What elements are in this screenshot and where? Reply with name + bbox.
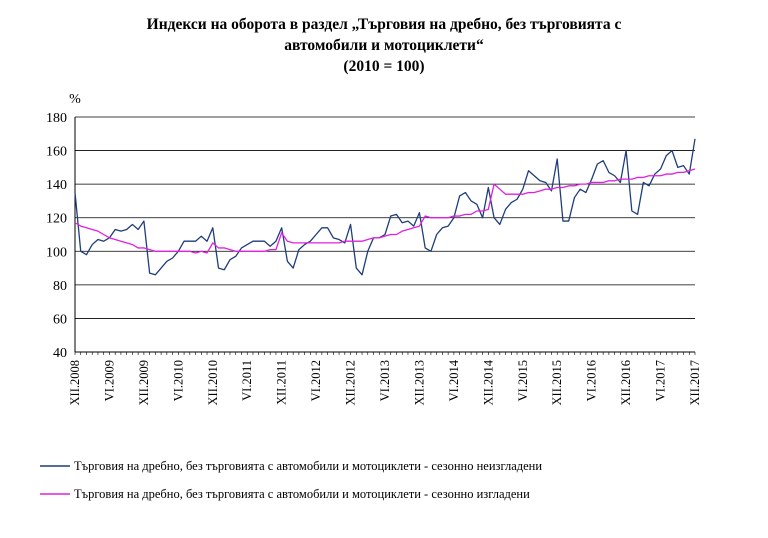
x-tick-label: XII.2014 bbox=[481, 359, 495, 405]
legend: Търговия на дребно, без търговията с авт… bbox=[40, 459, 542, 501]
legend-label-2: Търговия на дребно, без търговията с авт… bbox=[74, 487, 530, 501]
y-axis-label: % bbox=[69, 92, 81, 107]
y-tick-label: 100 bbox=[46, 245, 67, 260]
x-tick-labels: XII.2008 VI.2009 XII.2009 VI.2010 XII.2010 VI… bbox=[68, 359, 702, 405]
x-tick-label: VI.2017 bbox=[654, 360, 668, 401]
x-tick-label: VI.2015 bbox=[516, 360, 530, 401]
title-line-3: (2010 = 100) bbox=[343, 58, 425, 75]
x-tick-label: XII.2009 bbox=[137, 360, 151, 405]
y-tick-label: 180 bbox=[46, 111, 67, 126]
legend-label-1: Търговия на дребно, без търговията с авт… bbox=[74, 459, 542, 473]
x-tick-label: VI.2012 bbox=[309, 360, 323, 401]
y-tick-label: 80 bbox=[53, 279, 67, 294]
x-tick-label: VI.2016 bbox=[585, 360, 599, 401]
x-tick-label: XII.2017 bbox=[688, 360, 702, 405]
x-tick-label: XII.2010 bbox=[206, 360, 220, 405]
y-tick-labels: 40 60 80 100 120 140 160 180% bbox=[46, 92, 81, 361]
series-line-1 bbox=[74, 138, 696, 276]
title-line-1: Индекси на оборота в раздел „Търговия на… bbox=[146, 16, 622, 33]
title-line-2: автомобили и мотоциклети“ bbox=[284, 37, 484, 54]
x-tick-label: VI.2010 bbox=[171, 360, 185, 401]
y-tick-label: 40 bbox=[53, 346, 67, 361]
x-tick-label: VI.2014 bbox=[447, 359, 461, 401]
x-tick-label: XII.2012 bbox=[344, 360, 358, 405]
x-tick-label: XII.2008 bbox=[68, 360, 82, 405]
gridlines bbox=[75, 116, 695, 319]
y-tick-label: 140 bbox=[46, 178, 67, 193]
series-line-2 bbox=[74, 168, 696, 254]
series-lines bbox=[74, 138, 696, 276]
y-tick-label: 160 bbox=[46, 145, 67, 160]
chart-title: Индекси на оборота в раздел „Търговия на… bbox=[0, 14, 768, 77]
x-tick-label: XII.2013 bbox=[412, 360, 426, 405]
x-tick-label: XII.2011 bbox=[275, 360, 289, 405]
y-tick-label: 60 bbox=[53, 312, 67, 327]
x-tick-label: XII.2015 bbox=[550, 360, 564, 405]
x-tick-label: XII.2016 bbox=[619, 360, 633, 405]
axes bbox=[74, 117, 696, 355]
x-tick-label: VI.2011 bbox=[240, 360, 254, 401]
x-tick-label: VI.2009 bbox=[102, 360, 116, 401]
x-tick-label: VI.2013 bbox=[378, 360, 392, 401]
y-tick-label: 120 bbox=[46, 212, 67, 227]
